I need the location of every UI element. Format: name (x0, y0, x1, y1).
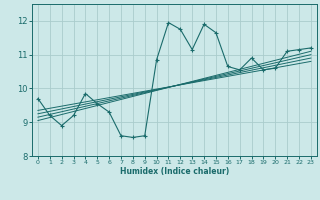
X-axis label: Humidex (Indice chaleur): Humidex (Indice chaleur) (120, 167, 229, 176)
